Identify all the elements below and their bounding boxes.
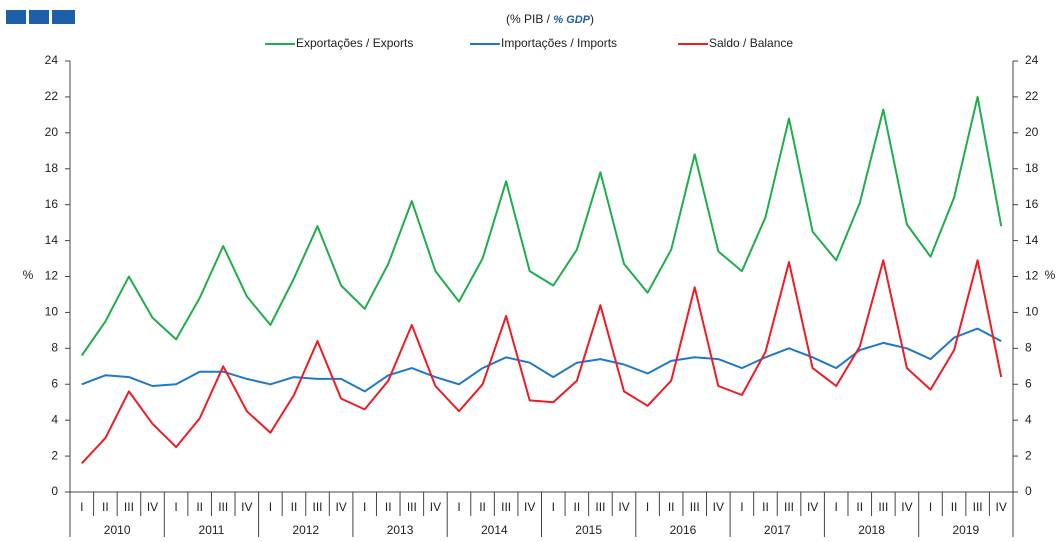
x-tick-label: IV [147,500,158,514]
x-group-label: 2011 [199,523,225,537]
x-tick-label: II [291,500,298,514]
y-tick-label: 2 [51,448,58,462]
logo [6,10,75,24]
subtitle-part: (% PIB / [506,12,553,26]
y-tick-label: 8 [51,341,58,355]
x-tick-label: IV [430,500,441,514]
x-tick-label: II [479,500,486,514]
x-tick-label: I [457,500,460,514]
subtitle-part: ) [590,12,594,26]
x-tick-label: I [269,500,272,514]
x-tick-label: I [929,500,932,514]
x-tick-label: IV [901,500,912,514]
x-tick-label: I [835,500,838,514]
x-tick-label: I [80,500,83,514]
x-tick-label: III [973,500,983,514]
x-tick-label: III [690,500,700,514]
legend-label: Saldo / Balance [709,36,793,50]
y2-tick-label: 22 [1025,89,1039,103]
legend-label: Importações / Imports [501,36,617,50]
subtitle: (% PIB / % GDP) [506,12,594,26]
y-tick-label: 18 [45,161,59,175]
x-group-label: 2015 [575,523,602,537]
y2-tick-label: 14 [1025,233,1039,247]
x-group-label: 2016 [670,523,697,537]
x-tick-label: IV [618,500,629,514]
x-tick-label: II [668,500,675,514]
y2-tick-label: 16 [1025,197,1039,211]
subtitle-part: % GDP [553,14,590,26]
y2-tick-label: 0 [1025,484,1032,498]
y2-tick-label: 4 [1025,412,1032,426]
x-tick-label: I [174,500,177,514]
y2-tick-label: 8 [1025,341,1032,355]
y2-axis-label: % [1045,268,1056,282]
x-tick-label: II [856,500,863,514]
x-tick-label: IV [713,500,724,514]
x-group-label: 2019 [952,523,979,537]
y2-tick-label: 6 [1025,376,1032,390]
x-tick-label: III [313,500,323,514]
y-tick-label: 24 [45,53,59,67]
series-line [81,259,1003,464]
x-tick-label: I [552,500,555,514]
x-tick-label: III [595,500,605,514]
x-group-label: 2012 [292,523,319,537]
x-tick-label: III [124,500,134,514]
x-tick-label: II [385,500,392,514]
y-tick-label: 20 [45,125,59,139]
x-tick-label: III [407,500,417,514]
x-tick-label: II [196,500,203,514]
x-group-label: 2010 [104,523,131,537]
y-tick-label: 14 [45,233,59,247]
series-line [81,327,1002,393]
y2-tick-label: 24 [1025,53,1039,67]
x-tick-label: IV [996,500,1007,514]
x-tick-label: II [102,500,109,514]
y2-tick-label: 10 [1025,305,1039,319]
x-tick-label: I [646,500,649,514]
y2-tick-label: 12 [1025,269,1039,283]
x-group-label: 2018 [858,523,885,537]
y-tick-label: 16 [45,197,59,211]
y-axis-label: % [23,268,34,282]
y-tick-label: 0 [51,484,58,498]
x-tick-label: I [740,500,743,514]
y-tick-label: 4 [51,412,58,426]
y2-tick-label: 2 [1025,448,1032,462]
y-tick-label: 6 [51,376,58,390]
y-tick-label: 12 [45,269,59,283]
x-tick-label: I [363,500,366,514]
x-tick-label: IV [335,500,346,514]
x-tick-label: IV [241,500,252,514]
x-group-label: 2013 [387,523,414,537]
x-tick-label: II [951,500,958,514]
y-tick-label: 22 [45,89,59,103]
x-tick-label: III [878,500,888,514]
y2-tick-label: 20 [1025,125,1039,139]
x-tick-label: III [784,500,794,514]
x-tick-label: III [501,500,511,514]
x-tick-label: II [574,500,581,514]
x-group-label: 2017 [764,523,791,537]
series-line [80,95,1003,357]
y2-tick-label: 18 [1025,161,1039,175]
y-tick-label: 10 [45,305,59,319]
legend-label: Exportações / Exports [296,36,413,50]
x-tick-label: IV [807,500,818,514]
x-tick-label: IV [524,500,535,514]
x-group-label: 2014 [481,523,508,537]
x-tick-label: III [218,500,228,514]
x-tick-label: II [762,500,769,514]
